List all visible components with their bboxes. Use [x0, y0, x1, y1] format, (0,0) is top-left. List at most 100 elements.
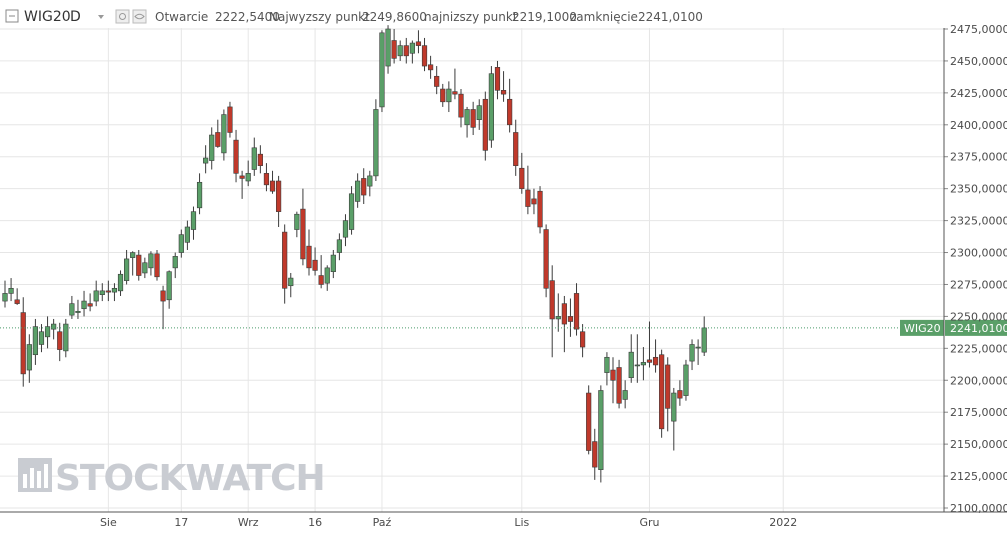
candle-body — [275, 180, 282, 212]
candle — [38, 324, 45, 353]
candle-body — [221, 114, 227, 154]
candle-body — [14, 299, 20, 304]
candle-body — [355, 180, 361, 202]
candle-body — [403, 45, 409, 57]
candle — [652, 339, 659, 373]
candle-body — [652, 356, 659, 366]
candle-body — [622, 390, 628, 400]
candle — [336, 233, 343, 261]
candle-body — [665, 364, 671, 409]
candle-body — [646, 359, 653, 363]
candle-body — [336, 239, 343, 253]
candle — [51, 318, 57, 340]
candle-body — [233, 139, 239, 174]
chart-grid — [0, 28, 944, 512]
candle — [646, 321, 653, 368]
candle — [75, 299, 81, 319]
candle — [361, 168, 367, 204]
candle-body — [69, 303, 75, 316]
candle — [8, 278, 14, 302]
candle-body — [695, 346, 701, 349]
candle — [209, 127, 215, 170]
candle — [32, 318, 38, 365]
candle — [57, 322, 63, 362]
candle — [543, 224, 549, 298]
candle — [81, 290, 87, 317]
interval-label[interactable]: D — [70, 9, 81, 25]
candle-body — [610, 369, 616, 381]
candle — [598, 385, 604, 483]
candle-body — [160, 290, 166, 302]
candle-body — [75, 310, 81, 313]
candle — [348, 186, 355, 235]
y-tick-label: 2400,0000 — [950, 119, 1007, 132]
candle — [549, 265, 555, 358]
candle — [464, 106, 470, 138]
candle — [567, 298, 574, 337]
candle-body — [427, 64, 434, 71]
y-tick-label: 2150,0000 — [950, 438, 1007, 451]
candle-body — [38, 331, 45, 345]
candle-body — [464, 109, 470, 126]
candle-body — [397, 45, 403, 57]
candle-body — [209, 134, 215, 161]
series-name-text: WIG20 — [904, 322, 941, 335]
candle — [251, 137, 257, 176]
settings-icon[interactable] — [115, 9, 130, 24]
candle — [427, 55, 434, 79]
candle-body — [117, 273, 124, 292]
candle-body — [196, 181, 203, 209]
last-price-badge — [945, 319, 1007, 336]
candle-body — [470, 109, 476, 128]
candle-body — [87, 303, 93, 307]
x-axis[interactable]: Sie 17 Wrz 16 Paź Lis Gru 2022 — [0, 511, 1007, 529]
candle — [87, 293, 93, 312]
candle — [203, 145, 209, 174]
eye-icon[interactable] — [132, 9, 147, 24]
chevron-down-icon[interactable] — [98, 15, 104, 19]
candle-body — [634, 364, 640, 367]
candle — [154, 249, 160, 281]
x-tick-label: Gru — [639, 516, 659, 529]
x-tick-label: 2022 — [769, 516, 797, 529]
candle — [221, 109, 227, 161]
close-value: 2241,0100 — [638, 10, 703, 24]
candle — [111, 283, 118, 302]
candle — [275, 175, 282, 227]
candle-body — [440, 88, 446, 103]
candle — [367, 170, 373, 197]
candle-body — [379, 32, 385, 108]
candle — [634, 334, 640, 383]
x-tick-label: 16 — [308, 516, 322, 529]
y-axis[interactable]: 2100,0000 2125,0000 2150,0000 2175,0000 2200… — [943, 23, 1007, 515]
candle-body — [367, 175, 373, 187]
candle — [373, 99, 379, 182]
candle — [306, 229, 312, 276]
candle-body — [324, 267, 330, 284]
y-tick-label: 2275,0000 — [950, 278, 1007, 291]
candle — [215, 119, 221, 148]
candle-body — [348, 193, 355, 230]
candle — [300, 188, 306, 266]
candle — [239, 170, 245, 199]
candle-body — [409, 42, 415, 54]
candle — [507, 78, 513, 133]
collapse-icon[interactable] — [5, 9, 19, 23]
candle-body — [373, 109, 379, 177]
candle-body — [93, 290, 99, 302]
candle — [525, 165, 531, 215]
symbol-label[interactable]: WIG20 — [24, 9, 71, 25]
candle — [2, 280, 8, 308]
candle — [190, 206, 197, 240]
candle-body — [81, 300, 87, 310]
candle-body — [99, 290, 105, 295]
candle — [117, 270, 124, 296]
candle-body — [586, 392, 592, 451]
candle — [513, 119, 519, 176]
candle-body — [415, 41, 422, 46]
candle — [136, 249, 142, 281]
candle — [409, 40, 415, 64]
candle — [452, 68, 458, 100]
candle — [69, 295, 75, 319]
